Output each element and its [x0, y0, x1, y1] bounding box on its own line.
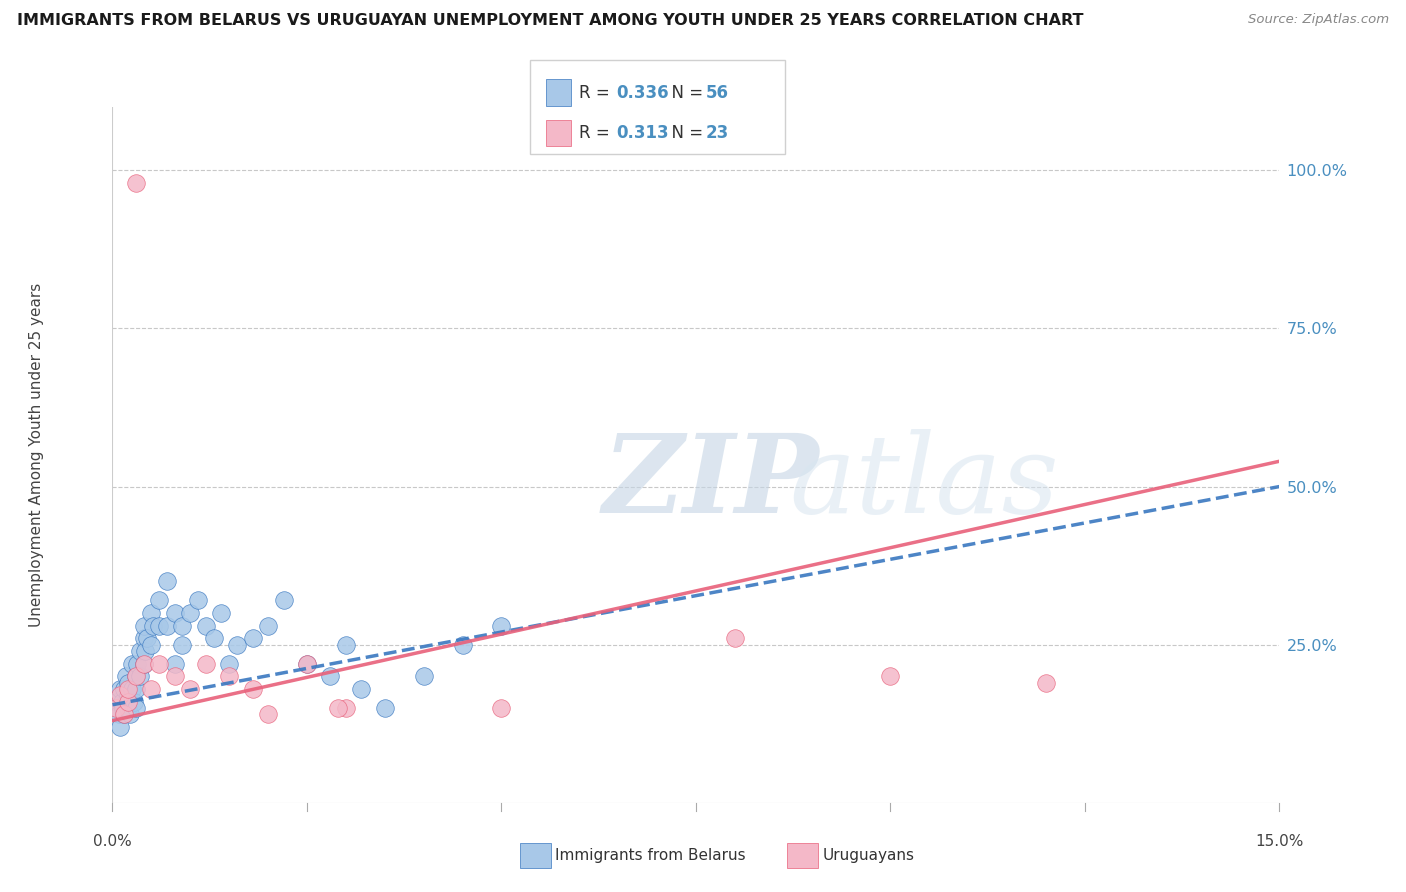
Point — [112, 681, 135, 696]
Point — [335, 701, 357, 715]
Point — [163, 669, 186, 683]
Point — [156, 618, 179, 632]
Point — [128, 644, 150, 658]
Point — [491, 701, 513, 715]
Text: Uruguayans: Uruguayans — [823, 848, 914, 863]
Point — [112, 707, 135, 722]
Point — [122, 695, 145, 709]
Point — [218, 657, 240, 671]
Point — [1035, 675, 1057, 690]
Point — [141, 606, 163, 620]
Point — [172, 618, 194, 632]
Point — [491, 618, 513, 632]
Point — [374, 701, 396, 715]
Point — [295, 657, 318, 671]
Point — [132, 618, 155, 632]
Point — [141, 638, 163, 652]
Point — [163, 606, 186, 620]
Point — [125, 669, 148, 683]
Text: Source: ZipAtlas.com: Source: ZipAtlas.com — [1249, 13, 1389, 27]
Point — [118, 707, 141, 722]
Point — [142, 618, 165, 632]
Point — [105, 701, 128, 715]
Text: ZIP: ZIP — [603, 429, 820, 536]
Text: Immigrants from Belarus: Immigrants from Belarus — [555, 848, 747, 863]
Point — [121, 657, 143, 671]
Point — [148, 657, 170, 671]
Point — [226, 638, 249, 652]
Point — [202, 632, 225, 646]
Point — [273, 593, 295, 607]
Point — [194, 618, 217, 632]
Point — [295, 657, 318, 671]
Point — [187, 593, 209, 607]
Point — [117, 701, 139, 715]
Point — [134, 644, 156, 658]
Point — [125, 176, 148, 190]
Point — [319, 669, 342, 683]
Text: 23: 23 — [706, 124, 730, 142]
Point — [156, 574, 179, 589]
Text: 0.336: 0.336 — [616, 84, 668, 102]
Point — [136, 632, 159, 646]
Point — [125, 681, 148, 696]
Point — [148, 618, 170, 632]
Text: 56: 56 — [706, 84, 728, 102]
Text: R =: R = — [579, 124, 616, 142]
Point — [121, 681, 143, 696]
Point — [218, 669, 240, 683]
Point — [110, 720, 132, 734]
Point — [132, 657, 155, 671]
Point — [242, 681, 264, 696]
Text: 15.0%: 15.0% — [1256, 834, 1303, 849]
Point — [179, 681, 201, 696]
Point — [194, 657, 217, 671]
Point — [179, 606, 201, 620]
Point — [132, 632, 155, 646]
Point — [117, 695, 139, 709]
Text: IMMIGRANTS FROM BELARUS VS URUGUAYAN UNEMPLOYMENT AMONG YOUTH UNDER 25 YEARS COR: IMMIGRANTS FROM BELARUS VS URUGUAYAN UNE… — [17, 13, 1084, 29]
Point — [257, 707, 280, 722]
Point — [105, 695, 128, 709]
Text: 0.313: 0.313 — [616, 124, 668, 142]
Point — [125, 669, 148, 683]
Point — [141, 681, 163, 696]
Text: 0.0%: 0.0% — [93, 834, 132, 849]
Point — [326, 701, 349, 715]
Point — [724, 632, 747, 646]
Point — [115, 669, 138, 683]
Point — [163, 657, 186, 671]
Text: Unemployment Among Youth under 25 years: Unemployment Among Youth under 25 years — [30, 283, 44, 627]
Point — [110, 688, 132, 702]
Point — [350, 681, 373, 696]
Point — [117, 688, 139, 702]
Point — [127, 657, 149, 671]
Point — [172, 638, 194, 652]
Text: R =: R = — [579, 84, 616, 102]
Point — [257, 618, 280, 632]
Point — [209, 606, 232, 620]
Point — [117, 675, 139, 690]
Point — [107, 707, 129, 722]
Point — [110, 681, 132, 696]
Point — [111, 701, 134, 715]
Point — [412, 669, 434, 683]
Point — [242, 632, 264, 646]
Point — [148, 593, 170, 607]
Point — [125, 701, 148, 715]
Point — [451, 638, 474, 652]
Point — [132, 657, 155, 671]
Point — [128, 669, 150, 683]
Text: atlas: atlas — [789, 429, 1059, 536]
Point — [335, 638, 357, 652]
Point — [111, 695, 134, 709]
Point — [112, 707, 135, 722]
Point — [117, 681, 139, 696]
Text: N =: N = — [661, 84, 709, 102]
Point — [879, 669, 901, 683]
Text: N =: N = — [661, 124, 709, 142]
